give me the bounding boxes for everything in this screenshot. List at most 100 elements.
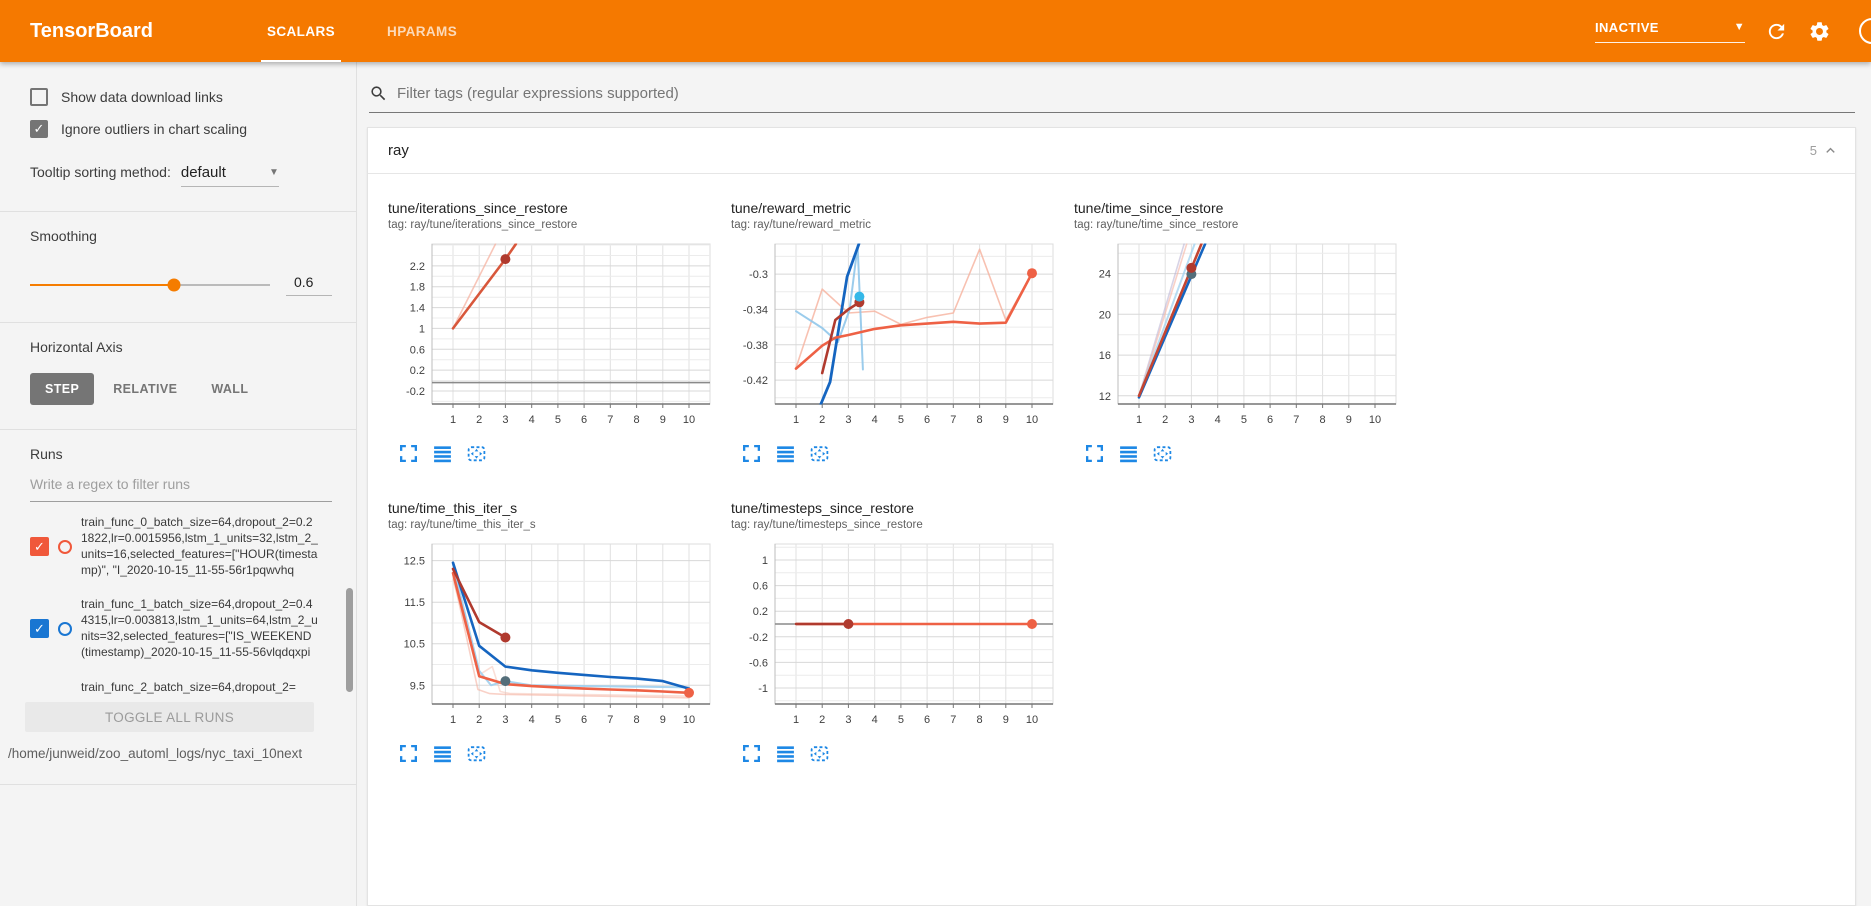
svg-text:5: 5 [898, 714, 904, 726]
svg-text:6: 6 [1267, 414, 1273, 426]
expand-chart-icon[interactable] [741, 443, 762, 464]
ignore-outliers-checkbox-row[interactable]: ✓ Ignore outliers in chart scaling [30, 120, 332, 138]
chart-plot[interactable]: 1 2 3 4 5 6 7 8 9 10 -0.3 -0.34 -0.38 -0.42 [731, 238, 1061, 430]
checkbox-icon[interactable]: ✓ [30, 120, 48, 138]
settings-gear-icon[interactable] [1808, 20, 1831, 43]
chart-toolbar [731, 443, 1074, 464]
tag-group-header[interactable]: ray 5 [368, 128, 1855, 174]
chart-title: tune/time_since_restore [1074, 200, 1224, 216]
expand-chart-icon[interactable] [398, 743, 419, 764]
expand-chart-icon[interactable] [398, 443, 419, 464]
svg-text:-0.34: -0.34 [743, 304, 768, 316]
chart-title: tune/reward_metric [731, 200, 851, 216]
expand-chart-icon[interactable] [741, 743, 762, 764]
horizontal-lines-icon[interactable] [432, 743, 453, 764]
run-checkbox[interactable]: ✓ [30, 537, 49, 557]
smoothing-slider[interactable] [30, 278, 270, 292]
run-radio[interactable] [58, 621, 72, 636]
chart-tag: tag: ray/tune/iterations_since_restore [388, 219, 578, 231]
chevron-down-icon: ▼ [1733, 21, 1745, 33]
chart-title: tune/timesteps_since_restore [731, 500, 914, 516]
horizontal-lines-icon[interactable] [432, 443, 453, 464]
svg-text:-0.2: -0.2 [406, 386, 425, 398]
svg-text:1: 1 [450, 714, 456, 726]
run-radio[interactable] [58, 539, 72, 554]
svg-text:9: 9 [1003, 714, 1009, 726]
svg-text:2: 2 [476, 714, 482, 726]
run-filter-input[interactable] [30, 466, 332, 502]
svg-text:12.5: 12.5 [404, 556, 425, 568]
show-download-links-checkbox-row[interactable]: Show data download links [30, 88, 332, 106]
svg-text:0.6: 0.6 [410, 344, 425, 356]
sidebar-scrollbar[interactable] [346, 588, 353, 692]
fit-domain-icon[interactable] [1152, 443, 1173, 464]
axis-relative-button[interactable]: RELATIVE [113, 382, 178, 396]
checkbox-icon[interactable] [30, 88, 48, 106]
tab-scalars[interactable]: SCALARS [241, 0, 361, 62]
scalar-chart-card: tune/time_since_restore tag: ray/tune/tim… [1074, 200, 1417, 464]
svg-text:6: 6 [924, 714, 930, 726]
checkbox-label: Show data download links [61, 89, 223, 105]
svg-text:10: 10 [1026, 714, 1038, 726]
run-item[interactable]: ✓ train_func_1_batch_size=64,dropout_2=0.… [30, 588, 332, 670]
svg-text:7: 7 [950, 414, 956, 426]
svg-text:7: 7 [607, 414, 613, 426]
tag-filter-input[interactable] [397, 85, 1855, 102]
svg-text:7: 7 [950, 714, 956, 726]
horizontal-lines-icon[interactable] [775, 743, 796, 764]
tooltip-sorting-dropdown[interactable]: default ▼ [180, 164, 279, 187]
run-item[interactable]: train_func_2_batch_size=64,dropout_2= [30, 670, 332, 707]
fit-domain-icon[interactable] [809, 743, 830, 764]
chart-plot[interactable]: 1 2 3 4 5 6 7 8 9 10 1 0.6 0.2 -0.2 -0.6 -1 [731, 538, 1061, 730]
expand-chart-icon[interactable] [1084, 443, 1105, 464]
svg-text:5: 5 [898, 414, 904, 426]
svg-text:1: 1 [450, 414, 456, 426]
svg-text:5: 5 [1241, 414, 1247, 426]
run-item[interactable]: ✓ train_func_0_batch_size=64,dropout_2=0.… [30, 506, 332, 588]
run-checkbox[interactable]: ✓ [30, 619, 49, 639]
svg-text:11.5: 11.5 [404, 597, 425, 609]
scalar-chart-card: tune/time_this_iter_s tag: ray/tune/time_… [388, 500, 731, 764]
svg-text:10: 10 [683, 414, 695, 426]
svg-text:1: 1 [1136, 414, 1142, 426]
axis-step-button[interactable]: STEP [30, 373, 95, 405]
chart-plot[interactable]: 1 2 3 4 5 6 7 8 9 10 2.2 1.8 1.4 1 0.6 0.2 -0.2 [388, 238, 718, 430]
svg-text:-0.2: -0.2 [749, 632, 768, 644]
smoothing-value[interactable]: 0.6 [286, 274, 332, 296]
fit-domain-icon[interactable] [466, 443, 487, 464]
status-dropdown[interactable]: INACTIVE ▼ [1595, 20, 1745, 43]
tag-filter-box [369, 84, 1855, 113]
horizontal-lines-icon[interactable] [1118, 443, 1139, 464]
axis-wall-button[interactable]: WALL [211, 382, 249, 396]
svg-text:4: 4 [872, 414, 878, 426]
svg-text:1: 1 [793, 714, 799, 726]
refresh-icon[interactable] [1765, 20, 1788, 43]
svg-text:0.6: 0.6 [753, 581, 768, 593]
horizontal-lines-icon[interactable] [775, 443, 796, 464]
svg-text:-0.3: -0.3 [749, 269, 768, 281]
svg-text:-1: -1 [758, 683, 768, 695]
smoothing-label: Smoothing [30, 228, 97, 244]
chart-plot[interactable]: 1 2 3 4 5 6 7 8 9 10 12.5 11.5 10.5 9.5 [388, 538, 718, 730]
smoothing-slider-fill [30, 284, 174, 286]
general-settings-section: Show data download links ✓ Ignore outlie… [0, 62, 356, 212]
svg-text:-0.42: -0.42 [743, 375, 768, 387]
svg-text:1.4: 1.4 [410, 303, 425, 315]
svg-text:24: 24 [1099, 269, 1111, 281]
toggle-all-runs-button[interactable]: TOGGLE ALL RUNS [25, 702, 314, 732]
svg-text:7: 7 [1293, 414, 1299, 426]
svg-text:9: 9 [660, 714, 666, 726]
tab-hparams[interactable]: HPARAMS [387, 23, 458, 39]
horizontal-axis-label: Horizontal Axis [30, 339, 123, 355]
smoothing-slider-thumb[interactable] [167, 278, 181, 292]
fit-domain-icon[interactable] [809, 443, 830, 464]
scalar-chart-card: tune/reward_metric tag: ray/tune/reward_m… [731, 200, 1074, 464]
header-actions: INACTIVE ▼ [1595, 0, 1871, 62]
collapse-chevron-up-icon[interactable] [1822, 142, 1839, 159]
app-title: TensorBoard [30, 19, 153, 42]
svg-text:1: 1 [419, 323, 425, 335]
checkbox-label: Ignore outliers in chart scaling [61, 121, 247, 137]
fit-domain-icon[interactable] [466, 743, 487, 764]
help-icon[interactable] [1859, 18, 1871, 44]
